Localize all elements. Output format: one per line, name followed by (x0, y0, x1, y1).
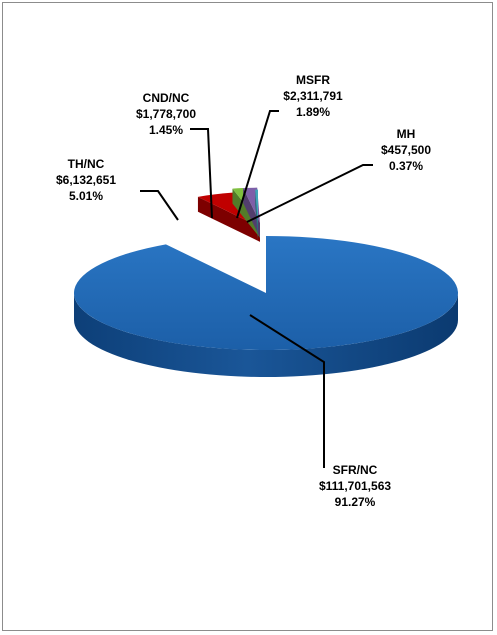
leader-line-sfr-nc (249, 314, 325, 468)
data-label-percent-mh: 0.37% (389, 159, 423, 173)
data-label-percent-sfr-nc: 91.27% (335, 495, 376, 509)
slice-side-cnd-nc (232, 188, 260, 238)
slice-sfr-nc (74, 236, 459, 351)
slice-side-msfr (243, 188, 260, 238)
data-label-percent-th-nc: 5.01% (69, 189, 103, 203)
data-label-name-msfr: MSFR (296, 73, 330, 87)
data-label-name-cnd-nc: CND/NC (143, 91, 190, 105)
slice-side-mh (255, 189, 258, 240)
slice-side-sfr-nc (74, 293, 458, 377)
data-label-name-mh: MH (397, 127, 416, 141)
data-label-value-sfr-nc: $111,701,563 (319, 479, 391, 493)
data-label-percent-cnd-nc: 1.45% (149, 123, 183, 137)
leader-line-cnd-nc (190, 128, 213, 219)
data-label-percent-msfr: 1.89% (296, 105, 330, 119)
leader-line-msfr (236, 110, 279, 219)
data-label-value-cnd-nc: $1,778,700 (136, 107, 196, 121)
data-label-name-sfr-nc: SFR/NC (333, 463, 378, 477)
data-label-value-th-nc: $6,132,651 (56, 173, 116, 187)
data-label-value-msfr: $2,311,791 (283, 89, 343, 103)
slice-side-th-nc (197, 196, 260, 242)
data-label-name-th-nc: TH/NC (68, 157, 105, 171)
leader-line-mh (246, 164, 373, 223)
leader-line-th-nc (140, 190, 179, 221)
data-label-value-mh: $457,500 (381, 143, 431, 157)
